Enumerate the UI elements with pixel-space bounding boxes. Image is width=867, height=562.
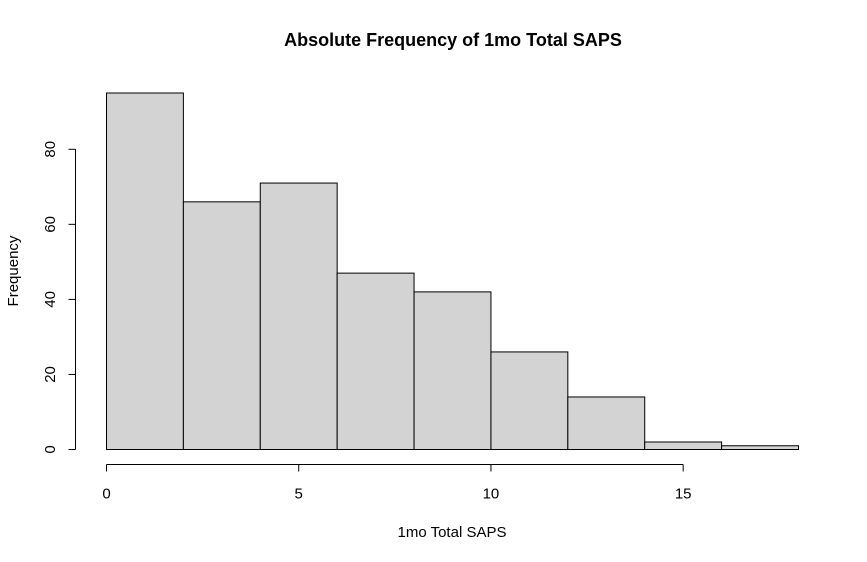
histogram-bar bbox=[721, 445, 799, 451]
histogram-bar bbox=[182, 201, 261, 450]
x-axis-label: 1mo Total SAPS bbox=[398, 524, 507, 541]
y-tick-label: 80 bbox=[42, 141, 59, 158]
y-axis-label: Frequency bbox=[5, 235, 22, 306]
histogram-bar bbox=[567, 396, 646, 451]
x-tick-label: 15 bbox=[675, 486, 692, 503]
y-axis: 0 20 40 60 80 bbox=[42, 141, 76, 454]
histogram-bar bbox=[336, 272, 415, 450]
x-tick-label: 5 bbox=[295, 486, 303, 503]
chart-title: Absolute Frequency of 1mo Total SAPS bbox=[284, 30, 622, 50]
histogram-bar bbox=[106, 92, 184, 450]
x-tick-label: 0 bbox=[102, 486, 110, 503]
histogram-bar bbox=[644, 441, 723, 451]
x-tick-label: 10 bbox=[483, 486, 500, 503]
histogram-bar bbox=[259, 182, 338, 450]
y-tick-label: 0 bbox=[42, 445, 59, 453]
y-tick-label: 20 bbox=[42, 366, 59, 383]
y-tick-label: 60 bbox=[42, 216, 59, 233]
x-axis: 0 5 10 15 bbox=[102, 464, 692, 503]
y-tick-label: 40 bbox=[42, 291, 59, 308]
bars-group bbox=[106, 92, 799, 451]
histogram-bar bbox=[413, 291, 492, 450]
histogram-bar bbox=[490, 351, 569, 450]
